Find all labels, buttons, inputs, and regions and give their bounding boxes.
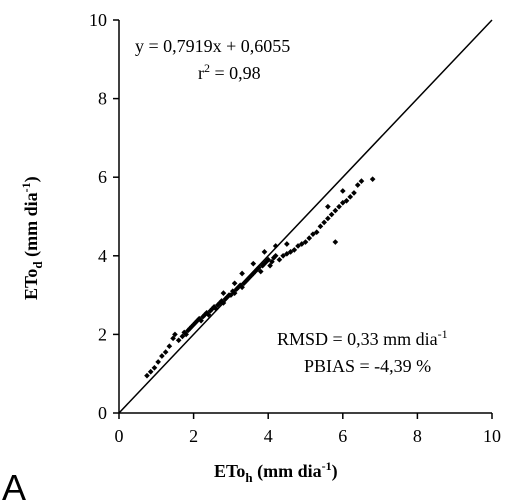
data-point <box>198 317 204 324</box>
panel-label: A <box>2 467 26 502</box>
y-axis-label: ETod (mm dia-1) <box>19 176 45 300</box>
data-point <box>336 203 342 210</box>
data-point <box>339 199 346 206</box>
data-point <box>228 292 234 298</box>
x-tick-label: 6 <box>338 426 347 446</box>
x-axis-label: EToh (mm dia-1) <box>214 459 338 485</box>
y-tick-label: 8 <box>98 89 107 109</box>
data-point <box>284 251 290 257</box>
data-point <box>328 211 335 218</box>
data-point <box>276 256 283 263</box>
data-point <box>310 231 316 238</box>
y-tick-label: 10 <box>89 10 107 30</box>
data-point <box>332 207 339 214</box>
y-tick-label: 4 <box>98 246 107 266</box>
data-point <box>284 241 290 247</box>
data-point <box>269 258 275 265</box>
data-point <box>144 372 150 379</box>
data-point <box>369 176 376 182</box>
data-point <box>183 331 189 338</box>
pbias-annotation: PBIAS = -4,39 % <box>304 356 431 376</box>
data-points <box>144 176 376 379</box>
data-point <box>354 182 361 188</box>
data-point <box>358 178 365 184</box>
data-point <box>256 264 262 271</box>
x-axis-ticks: 0 2 4 6 8 10 <box>115 413 501 446</box>
data-point <box>325 203 331 210</box>
data-point <box>159 353 165 359</box>
y-tick-label: 0 <box>98 403 107 423</box>
data-point <box>239 270 245 277</box>
x-tick-label: 2 <box>189 426 198 446</box>
data-point <box>250 260 257 267</box>
x-tick-label: 0 <box>115 426 124 446</box>
data-point <box>272 252 279 259</box>
data-point <box>280 252 286 259</box>
data-point <box>213 306 219 312</box>
y-tick-label: 6 <box>98 167 107 187</box>
data-point <box>298 241 305 247</box>
x-tick-label: 4 <box>264 426 273 446</box>
data-point <box>321 219 327 226</box>
data-point <box>172 331 178 338</box>
rmsd-annotation: RMSD = 0,33 mm dia-1 <box>277 327 448 349</box>
data-point <box>265 256 272 263</box>
x-tick-label: 10 <box>483 426 501 446</box>
data-point <box>155 359 161 365</box>
data-point <box>162 349 169 355</box>
data-point <box>220 290 227 296</box>
y-axis-ticks: 0 2 4 6 8 10 <box>89 10 119 423</box>
data-point <box>317 223 324 230</box>
data-point <box>205 311 212 318</box>
data-point <box>272 243 279 249</box>
data-point <box>302 239 309 245</box>
data-point <box>339 188 346 194</box>
r-squared: r2 = 0,98 <box>198 61 261 83</box>
data-point <box>332 239 339 245</box>
data-point <box>179 333 186 340</box>
data-point <box>175 337 182 344</box>
data-point <box>166 343 173 350</box>
data-point <box>220 300 227 306</box>
data-point <box>261 249 268 255</box>
data-point <box>291 247 298 253</box>
data-point <box>325 215 331 222</box>
data-point <box>170 335 176 342</box>
data-point <box>239 284 245 291</box>
data-point <box>267 262 273 269</box>
data-point <box>295 243 301 249</box>
one-to-one-line <box>118 19 493 414</box>
y-tick-label: 2 <box>98 324 107 344</box>
regression-equation: y = 0,7919x + 0,6055 <box>135 36 290 56</box>
data-point <box>351 190 357 196</box>
data-point <box>231 290 238 296</box>
data-point <box>231 280 238 287</box>
data-point <box>306 235 313 241</box>
x-tick-label: 8 <box>413 426 422 446</box>
data-point <box>151 364 158 371</box>
data-point <box>343 197 350 204</box>
data-point <box>257 268 264 275</box>
data-point <box>313 229 320 236</box>
data-point <box>347 194 354 200</box>
data-point <box>147 368 154 375</box>
data-point <box>287 249 294 255</box>
